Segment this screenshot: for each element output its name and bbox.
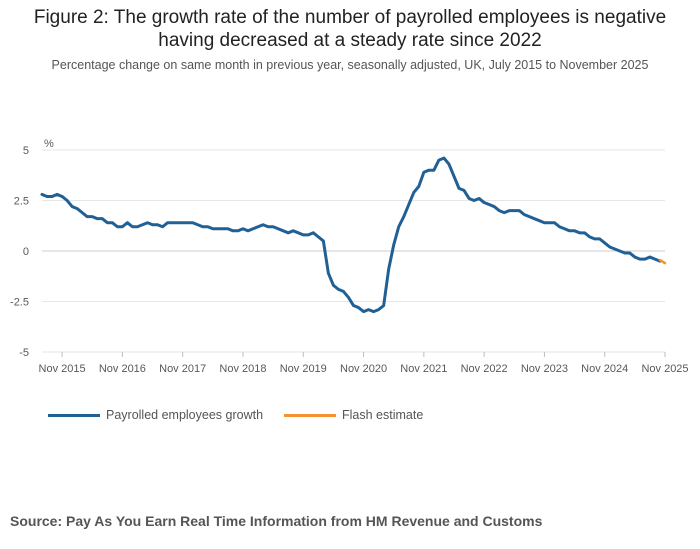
legend-item-flash[interactable]: Flash estimate [284, 408, 423, 422]
chart-title-line-2: having decreased at a steady rate since … [158, 30, 542, 51]
x-tick-label: Nov 2019 [280, 363, 327, 375]
x-tick-label: Nov 2022 [461, 363, 508, 375]
x-tick-label: Nov 2020 [340, 363, 387, 375]
x-tick-label: Nov 2024 [581, 363, 628, 375]
y-tick-label: -2.5 [10, 297, 29, 309]
legend-item-payrolled[interactable]: Payrolled employees growth [48, 408, 263, 422]
chart-title-line-1: Figure 2: The growth rate of the number … [33, 7, 667, 28]
y-axis-label: % [44, 138, 54, 150]
x-tick-label: Nov 2015 [39, 363, 86, 375]
y-tick-label: -5 [19, 347, 29, 359]
x-tick-label: Nov 2016 [99, 363, 146, 375]
x-tick-label: Nov 2017 [159, 363, 206, 375]
y-tick-label: 5 [23, 145, 29, 157]
chart-title: Figure 2: The growth rate of the number … [0, 6, 700, 52]
series-line-flash [658, 258, 667, 265]
x-tick-label: Nov 2021 [400, 363, 447, 375]
legend-swatch-flash [284, 413, 336, 417]
x-tick-label: Nov 2018 [219, 363, 266, 375]
chart-subtitle: Percentage change on same month in previ… [51, 58, 649, 72]
series-line-payrolled [40, 156, 662, 314]
x-tick-label: Nov 2023 [521, 363, 568, 375]
y-tick-label: 2.5 [14, 196, 29, 208]
legend-swatch-payrolled [48, 413, 100, 417]
source-note: Source: Pay As You Earn Real Time Inform… [10, 513, 543, 529]
x-tick-label: Nov 2025 [641, 363, 688, 375]
legend-label-payrolled: Payrolled employees growth [106, 408, 264, 422]
y-tick-label: 0 [23, 246, 29, 258]
legend-label-flash: Flash estimate [342, 408, 424, 422]
